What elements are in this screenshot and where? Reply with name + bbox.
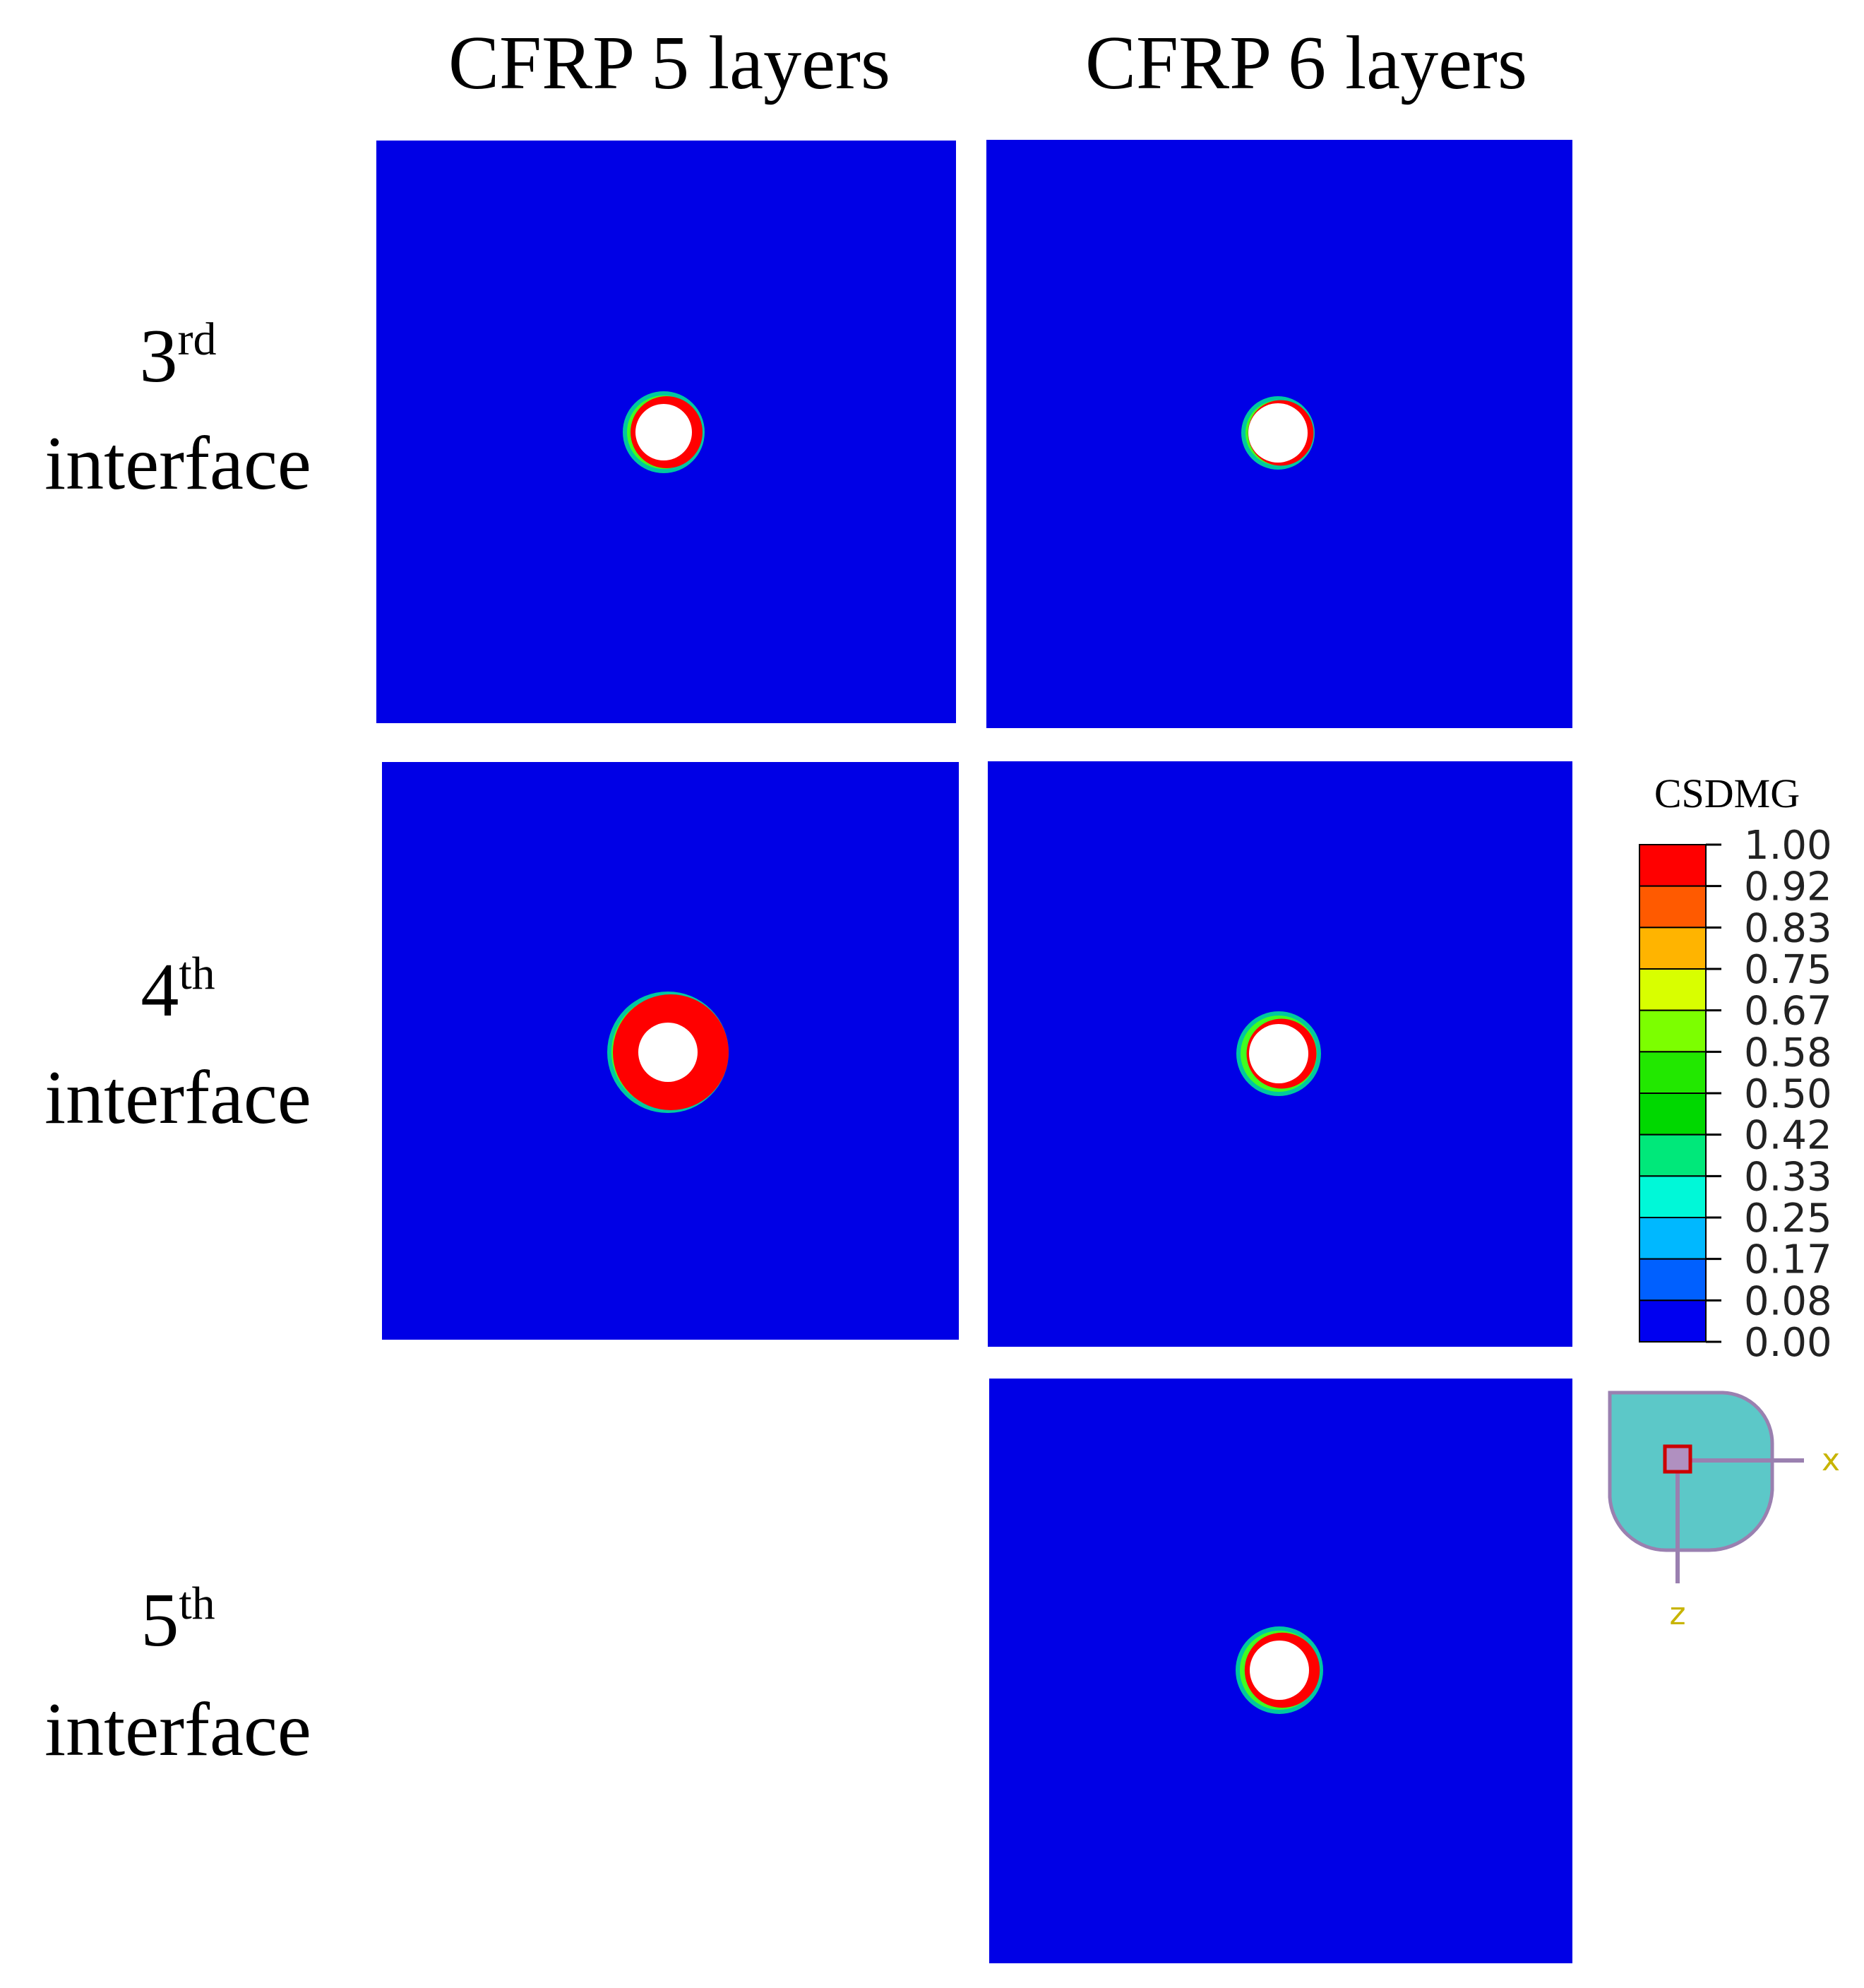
legend-label: 0.83 — [1744, 905, 1832, 951]
contour-panel — [376, 141, 956, 723]
legend-label: 0.33 — [1744, 1154, 1832, 1200]
legend-band — [1639, 885, 1707, 929]
row-number-suffix: rd — [178, 314, 217, 365]
legend-band — [1639, 844, 1707, 887]
legend-band — [1639, 1133, 1707, 1177]
legend-label: 0.08 — [1744, 1278, 1832, 1324]
row-word: interface — [44, 1688, 311, 1772]
column-header: CFRP 5 layers — [448, 21, 890, 105]
row-number-digit: 4 — [141, 948, 179, 1032]
hole — [1249, 1024, 1308, 1083]
hole — [635, 404, 692, 460]
legend-label: 0.58 — [1744, 1030, 1832, 1076]
hole — [1250, 1641, 1309, 1700]
legend-band — [1639, 1051, 1707, 1095]
legend-label: 0.17 — [1744, 1237, 1832, 1283]
triad-origin — [1663, 1444, 1692, 1474]
legend-band — [1639, 968, 1707, 1011]
hole — [1248, 403, 1308, 463]
legend-band — [1639, 927, 1707, 970]
row-number-suffix: th — [179, 948, 215, 999]
contour-panel — [989, 1379, 1572, 1963]
row-number: 5th — [141, 1578, 215, 1662]
row-word: interface — [44, 1056, 311, 1140]
contour-panel — [988, 761, 1572, 1347]
legend-band — [1639, 1009, 1707, 1053]
legend-label: 0.50 — [1744, 1071, 1832, 1117]
row-number-digit: 5 — [141, 1578, 179, 1662]
row-number: 3rd — [140, 314, 217, 398]
row-word: interface — [44, 422, 311, 506]
legend-label: 0.75 — [1744, 947, 1832, 993]
legend-label: 0.25 — [1744, 1196, 1832, 1242]
legend-title: CSDMG — [1654, 770, 1800, 816]
legend-band — [1639, 1299, 1707, 1343]
row-number-digit: 3 — [140, 314, 178, 398]
legend-band — [1639, 1093, 1707, 1136]
legend-label: 1.00 — [1744, 823, 1832, 869]
legend-band — [1639, 1217, 1707, 1260]
column-header: CFRP 6 layers — [1085, 21, 1527, 105]
contour-panel — [986, 140, 1572, 728]
hole — [638, 1023, 698, 1082]
legend-band — [1639, 1175, 1707, 1219]
legend-label: 0.92 — [1744, 864, 1832, 910]
contour-panel — [382, 762, 959, 1340]
triad-z-label: z — [1669, 1596, 1685, 1632]
legend-label: 0.42 — [1744, 1113, 1832, 1159]
legend-label: 0.00 — [1744, 1320, 1832, 1366]
row-number-suffix: th — [179, 1578, 215, 1629]
legend-band — [1639, 1258, 1707, 1302]
legend-label: 0.67 — [1744, 989, 1832, 1035]
row-number: 4th — [141, 948, 215, 1032]
triad-x-label: x — [1822, 1442, 1840, 1478]
